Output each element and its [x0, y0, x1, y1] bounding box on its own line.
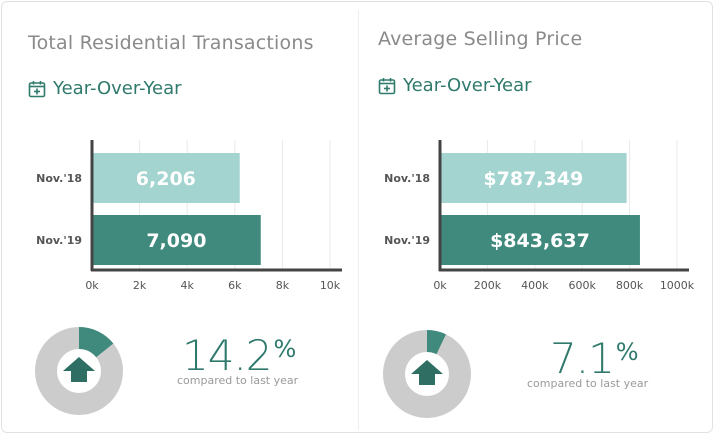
- year-over-year-text: Year-Over-Year: [403, 75, 532, 96]
- x-tick-label: 0k: [433, 279, 447, 292]
- arrow-up-icon: [411, 360, 443, 385]
- y-category-label: Nov.'19: [384, 234, 430, 247]
- change-donut: [35, 327, 123, 415]
- y-category-label: Nov.'18: [36, 172, 82, 185]
- bar-value-label: $787,349: [483, 168, 583, 190]
- calendar-plus-icon: [378, 77, 396, 95]
- bar: [440, 215, 640, 265]
- x-tick-label: 1000k: [660, 279, 695, 292]
- panel-title: Average Selling Price: [378, 28, 583, 50]
- panel-title: Total Residential Transactions: [28, 32, 314, 54]
- x-tick-label: 0k: [85, 279, 99, 292]
- bar-chart-average-price: 0k 200k 400k 600k 800k 1000k $787,349 Nov.'18 $8…: [384, 140, 695, 292]
- change-percent: 7.1%: [550, 338, 639, 380]
- bar-value-label: 7,090: [146, 230, 206, 252]
- bar-chart-transactions: 0k 2k 4k 6k 8k 10k 6,206 Nov.'18 7,090 Nov.'19: [36, 140, 342, 292]
- panel-average-price: Average Selling Price Year-Over-Year 0k 2…: [352, 2, 702, 434]
- panel-divider: [358, 10, 359, 430]
- bar: [92, 153, 240, 203]
- x-tick-label: 6k: [228, 279, 242, 292]
- x-tick-label: 4k: [181, 279, 195, 292]
- x-tick-label: 2k: [133, 279, 147, 292]
- year-over-year-label: Year-Over-Year: [28, 78, 182, 99]
- y-category-label: Nov.'18: [384, 172, 430, 185]
- x-tick-label: 10k: [320, 279, 341, 292]
- x-tick-label: 8k: [276, 279, 290, 292]
- y-category-label: Nov.'19: [36, 234, 82, 247]
- year-over-year-text: Year-Over-Year: [53, 78, 182, 99]
- bar-value-label: $843,637: [490, 230, 590, 252]
- bar: [440, 153, 627, 203]
- bar-value-label: 6,206: [136, 168, 196, 190]
- change-donut: [383, 330, 471, 418]
- calendar-plus-icon: [28, 80, 46, 98]
- donut-arc: [383, 330, 471, 418]
- panel-transactions: Total Residential Transactions Year-Over…: [2, 2, 352, 434]
- percent-symbol: %: [615, 338, 639, 366]
- change-percent: 14.2%: [182, 335, 296, 377]
- x-tick-label: 200k: [474, 279, 502, 292]
- bar: [92, 215, 261, 265]
- x-tick-label: 600k: [569, 279, 597, 292]
- change-value: 14.2: [182, 331, 273, 380]
- donut-arc: [35, 327, 123, 415]
- x-tick-label: 400k: [521, 279, 549, 292]
- percent-symbol: %: [273, 335, 297, 363]
- year-over-year-label: Year-Over-Year: [378, 75, 532, 96]
- change-caption: compared to last year: [177, 374, 299, 387]
- change-caption: compared to last year: [527, 377, 649, 390]
- arrow-up-icon: [63, 357, 95, 382]
- change-value: 7.1: [550, 334, 615, 383]
- x-tick-label: 800k: [616, 279, 644, 292]
